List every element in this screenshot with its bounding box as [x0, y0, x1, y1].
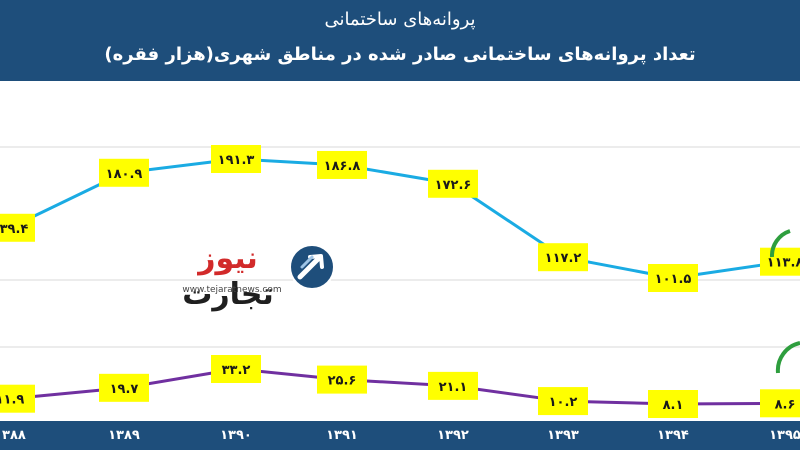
logo-url: www.tejaratnews.com	[182, 285, 282, 295]
series-1-label-box-7	[760, 389, 800, 418]
x-tick-label-4: ۱۳۹۲	[437, 428, 469, 443]
series-0-label-box-6	[648, 264, 698, 292]
series-1-label-box-4	[428, 371, 478, 400]
series-1-data-label-5: ۱۰.۲	[549, 395, 578, 410]
series-0-label-box-4	[428, 169, 478, 198]
watermark-logo: نیوز تجارت www.tejaratnews.com	[170, 233, 340, 313]
series-0-data-label-2: ۱۹۱.۳	[218, 153, 255, 168]
logo-arrow-icon	[289, 244, 335, 290]
series-0-label-box-2	[211, 145, 261, 173]
series-1-data-label-3: ۲۵.۶	[328, 374, 357, 389]
accent-arc-top	[769, 229, 791, 258]
x-tick-label-7: ۱۳۹۵	[769, 428, 800, 443]
logo-brand: نیوز تجارت	[176, 241, 280, 313]
chart-title: پروانه‌های ساختمانی	[324, 9, 476, 30]
series-0-label-box-1	[99, 158, 149, 187]
series-1-data-label-1: ۱۹.۷	[110, 382, 139, 397]
x-tick-label-6: ۱۳۹۴	[657, 428, 689, 443]
series-1-data-label-6: ۸.۱	[663, 398, 684, 413]
chart-header: پروانه‌های ساختمانی تعداد پروانه‌های ساخ…	[0, 0, 800, 81]
line-chart: ۱۳۹.۴ ۱۸۰.۹ ۱۹۱.۳ ۱۸۶.۸ ۱۷۲.۶ ۱۱۷.۲ ۱۰۱.۵ ۱۱۳.۸…	[0, 145, 800, 418]
x-tick-label-1: ۱۳۸۹	[108, 428, 140, 443]
series-1-data-label-0: ۱۱.۹	[0, 393, 24, 408]
series-1-data-label-2: ۳۳.۲	[222, 363, 251, 378]
x-tick-label-2: ۱۳۹۰	[220, 428, 252, 443]
series-1-label-box-2	[211, 355, 261, 383]
series-0-label-box-0	[0, 213, 35, 242]
x-tick-label-3: ۱۳۹۱	[326, 428, 358, 443]
series-0-data-label-6: ۱۰۱.۵	[655, 272, 692, 287]
series-1-label-box-1	[99, 373, 149, 402]
series-1-data-label-4: ۲۱.۱	[439, 380, 468, 395]
x-axis-bar	[0, 421, 800, 450]
logo-brand-main: تجارت	[182, 277, 274, 312]
series-1-label-box-0	[0, 384, 35, 413]
series-0-label-box-5	[538, 243, 588, 272]
series-0-data-label-4: ۱۷۲.۶	[435, 178, 472, 193]
series-0-data-label-5: ۱۱۷.۲	[545, 251, 582, 266]
logo-brand-accent: نیوز	[198, 241, 258, 276]
series-0-data-label-1: ۱۸۰.۹	[106, 167, 143, 182]
series-0-data-label-0: ۱۳۹.۴	[0, 222, 28, 237]
series-1-label-box-5	[538, 387, 588, 416]
series-0-data-label-7: ۱۱۳.۸	[767, 256, 800, 271]
chart-subtitle: تعداد پروانه‌های ساختمانی صادر شده در من…	[104, 44, 696, 65]
series-0-data-label-3: ۱۸۶.۸	[324, 159, 361, 174]
x-tick-label-5: ۱۳۹۳	[547, 428, 579, 443]
series-0-label-box-7	[760, 247, 800, 276]
series-1-data-label-7: ۸.۶	[775, 397, 796, 412]
series-1-label-box-6	[648, 390, 698, 418]
series-1-label-box-3	[317, 365, 367, 394]
accent-arc-bottom	[775, 341, 800, 374]
x-tick-label-0: ۱۳۸۸	[0, 428, 26, 443]
series-0-label-box-3	[317, 150, 367, 179]
